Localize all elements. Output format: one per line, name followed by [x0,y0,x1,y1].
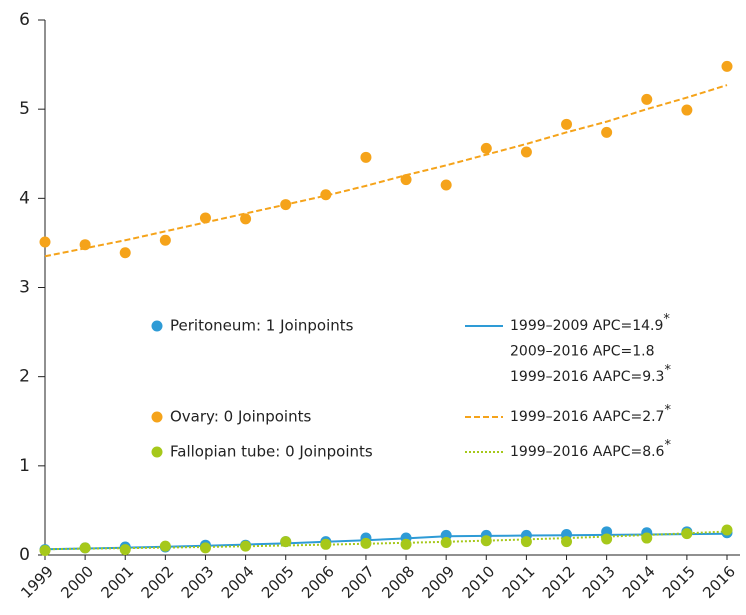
fit-label: 1999–2016 AAPC=9.3* [510,363,671,386]
fit-label: 2009–2016 APC=1.8 [510,344,655,360]
significance-mark: * [664,403,671,418]
x-tick-label: 2008 [378,562,418,602]
fit-line [44,532,728,551]
fit-label-text: 1999–2016 AAPC=8.6 [510,444,665,460]
significance-mark: * [663,312,670,327]
x-tick-label: 2000 [57,562,97,602]
data-point [721,60,733,72]
data-point [240,540,252,552]
x-tick-label: 2011 [499,562,539,602]
data-point [641,93,653,105]
fit-label-text: 2009–2016 APC=1.8 [510,344,655,360]
x-tick-label: 2005 [258,562,298,602]
data-point [320,538,332,550]
significance-mark: * [664,363,671,378]
data-point [400,538,412,550]
data-point [280,199,292,211]
y-tick-label: 0 [19,545,30,565]
data-point [240,213,252,225]
data-point [440,537,452,549]
data-point [199,542,211,554]
y-tick-label: 4 [19,188,30,208]
data-point [320,189,332,201]
data-point [601,533,613,545]
legend-marker [151,446,163,458]
fit-label: 1999–2009 APC=14.9* [510,312,670,335]
legend-label: Ovary: 0 Joinpoints [170,408,311,426]
data-point [520,536,532,548]
data-point [400,174,412,186]
y-tick-label: 1 [19,456,30,476]
y-tick-label: 3 [19,278,30,298]
data-point [119,247,131,259]
y-tick-label: 6 [19,10,30,30]
legend-marker [151,411,163,423]
x-tick-label: 1999 [17,562,57,602]
legend-label: Fallopian tube: 0 Joinpoints [170,443,373,461]
x-tick-label: 2009 [418,562,458,602]
significance-mark: * [664,438,671,453]
y-tick-label: 5 [19,99,30,119]
data-point [119,544,131,556]
data-point [79,239,91,251]
data-point [480,142,492,154]
data-point [199,212,211,224]
x-tick-label: 2002 [138,562,178,602]
data-point [721,524,733,536]
fit-label-text: 1999–2016 AAPC=2.7 [510,409,664,425]
data-point [440,179,452,191]
fit-label: 1999–2016 AAPC=8.6* [510,438,671,461]
fit-label-text: 1999–2016 AAPC=9.3 [510,369,664,385]
legend-marker [151,320,163,332]
data-point [39,236,51,248]
data-point [561,536,573,548]
data-point [681,528,693,540]
data-point [601,126,613,138]
data-point [520,146,532,158]
data-point [280,536,292,548]
data-point [480,535,492,547]
x-tick-label: 2003 [178,562,218,602]
data-point [39,545,51,557]
fit-label: 1999–2016 AAPC=2.7* [510,403,671,426]
data-point [79,542,91,554]
data-point [360,151,372,163]
x-tick-label: 2006 [298,562,338,602]
data-point [681,104,693,116]
x-tick-label: 2001 [98,562,138,602]
data-point [159,540,171,552]
x-tick-label: 2007 [338,562,378,602]
x-tick-label: 2015 [659,562,699,602]
data-point [641,532,653,544]
fit-line [44,530,728,551]
x-tick-label: 2014 [619,562,659,602]
data-point [561,118,573,130]
fit-label-text: 1999–2009 APC=14.9 [510,318,663,334]
data-point [159,234,171,246]
y-tick-label: 2 [19,367,30,387]
legend-label: Peritoneum: 1 Joinpoints [170,317,354,335]
x-tick-label: 2012 [539,562,579,602]
x-tick-label: 2010 [459,562,499,602]
x-tick-label: 2013 [579,562,619,602]
fit-line [44,84,728,258]
x-tick-label: 2004 [218,562,258,602]
x-tick-label: 2016 [699,562,739,602]
data-point [360,537,372,549]
